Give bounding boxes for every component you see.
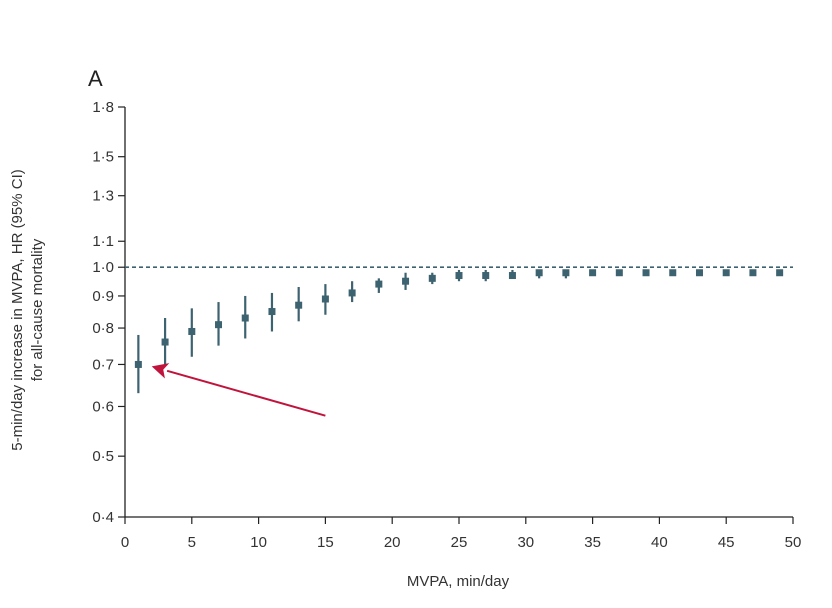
y-axis-label-line-1: 5-min/day increase in MVPA, HR (95% CI) xyxy=(9,169,26,450)
y-tick-label: 1·8 xyxy=(92,99,114,116)
hr-marker xyxy=(482,272,490,280)
hr-marker xyxy=(589,269,597,277)
data-point xyxy=(402,272,410,290)
data-point xyxy=(615,269,623,277)
data-point xyxy=(722,269,730,277)
y-axis-label-line-2: for all-cause mortality xyxy=(29,238,46,381)
data-point xyxy=(215,302,223,346)
y-tick-label: 0·6 xyxy=(92,398,114,415)
y-tick-label: 0·9 xyxy=(92,288,114,305)
data-point xyxy=(134,334,142,394)
hr-marker xyxy=(722,269,730,277)
data-point xyxy=(295,287,303,322)
x-tick-label: 40 xyxy=(651,534,668,551)
y-tick-label: 0·7 xyxy=(92,356,114,373)
data-point xyxy=(268,292,276,332)
hr-marker xyxy=(642,269,650,277)
data-point xyxy=(321,284,329,315)
x-tick-label: 5 xyxy=(188,534,196,551)
arrow-head xyxy=(151,363,170,379)
data-point xyxy=(428,272,436,285)
x-tick-label: 35 xyxy=(584,534,601,551)
hr-marker xyxy=(535,269,543,277)
data-point xyxy=(348,281,356,303)
x-axis: 0 5 10 15 20 25 30 35 40 45 50 xyxy=(121,516,802,551)
x-tick-label: 50 xyxy=(785,534,802,551)
data-point xyxy=(535,269,543,279)
y-tick-label: 0·5 xyxy=(92,448,114,465)
hr-marker xyxy=(241,314,249,322)
x-tick-label: 15 xyxy=(317,534,334,551)
y-tick-label: 1·5 xyxy=(92,149,114,166)
data-point xyxy=(642,269,650,277)
hr-marker xyxy=(188,327,196,335)
data-point xyxy=(589,269,597,277)
hr-marker xyxy=(134,360,142,368)
data-point xyxy=(749,269,757,277)
x-tick-label: 0 xyxy=(121,534,129,551)
y-axis: 0·4 0·5 0·6 0·7 0·8 0·9 1·0 1·1 1·3 1·5 1·8 xyxy=(92,99,126,526)
hr-marker xyxy=(562,269,570,277)
x-tick-label: 10 xyxy=(250,534,267,551)
x-axis-label: MVPA, min/day xyxy=(407,573,510,590)
hr-marker xyxy=(695,269,703,277)
data-point xyxy=(241,295,249,339)
data-point xyxy=(375,278,383,293)
hr-marker xyxy=(749,269,757,277)
data-point xyxy=(455,269,463,282)
data-point xyxy=(161,318,169,365)
hr-marker xyxy=(348,289,356,297)
y-tick-label: 0·8 xyxy=(92,320,114,337)
arrow-shaft xyxy=(166,369,326,417)
annotations xyxy=(151,363,326,417)
hr-marker xyxy=(428,274,436,282)
hr-marker xyxy=(669,269,677,277)
hr-marker xyxy=(321,295,329,303)
hr-marker xyxy=(215,321,223,329)
data-point xyxy=(482,269,490,282)
hr-marker xyxy=(508,272,516,280)
hr-marker xyxy=(161,338,169,346)
data-point xyxy=(695,269,703,277)
y-tick-label: 1·3 xyxy=(92,188,114,205)
y-tick-label: 1·0 xyxy=(92,259,114,276)
hr-marker xyxy=(295,301,303,309)
hr-marker xyxy=(268,308,276,316)
hr-marker xyxy=(776,269,784,277)
x-tick-label: 30 xyxy=(517,534,534,551)
hr-marker xyxy=(455,272,463,280)
hr-marker xyxy=(402,277,410,285)
hr-marker xyxy=(615,269,623,277)
data-point xyxy=(562,269,570,279)
panel-label: A xyxy=(88,66,103,91)
data-points xyxy=(134,269,784,394)
hr-marker xyxy=(375,280,383,288)
y-tick-label: 1·1 xyxy=(92,233,114,250)
y-axis-label: 5-min/day increase in MVPA, HR (95% CI) … xyxy=(9,169,46,450)
x-tick-label: 20 xyxy=(384,534,401,551)
y-tick-label: 0·4 xyxy=(92,509,114,526)
data-point xyxy=(508,269,516,280)
data-point xyxy=(776,269,784,277)
x-tick-label: 25 xyxy=(451,534,468,551)
x-tick-label: 45 xyxy=(718,534,735,551)
data-point xyxy=(669,269,677,277)
data-point xyxy=(188,308,196,357)
